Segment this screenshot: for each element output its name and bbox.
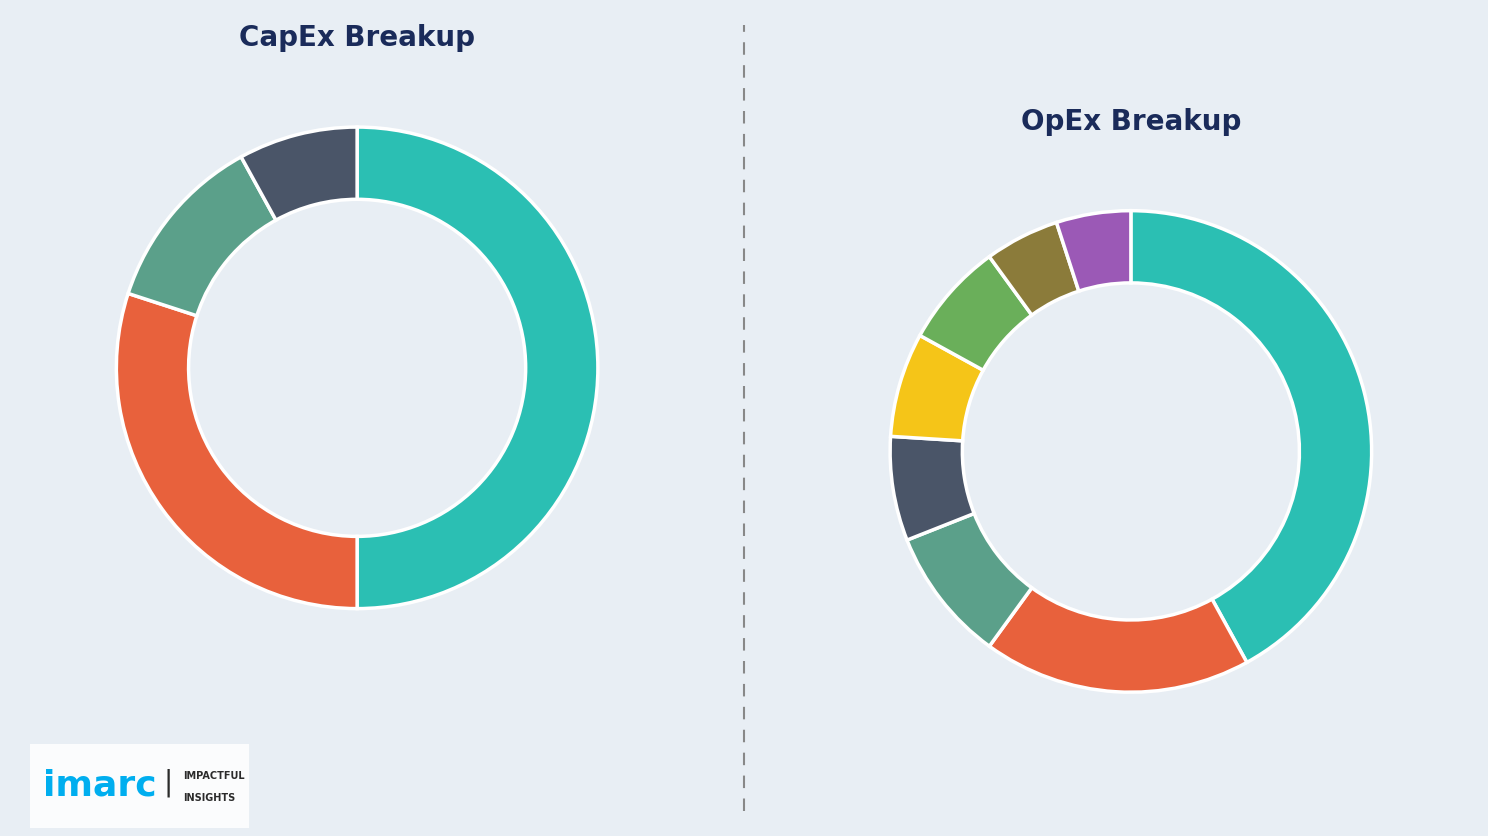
Wedge shape <box>890 436 975 540</box>
Wedge shape <box>116 293 357 609</box>
Wedge shape <box>908 513 1031 646</box>
Wedge shape <box>990 588 1247 692</box>
Wedge shape <box>128 157 275 316</box>
Text: imarc: imarc <box>43 769 156 803</box>
FancyBboxPatch shape <box>13 740 248 832</box>
Wedge shape <box>920 257 1031 370</box>
Wedge shape <box>891 335 984 441</box>
Wedge shape <box>241 127 357 220</box>
Title: CapEx Breakup: CapEx Breakup <box>240 24 475 52</box>
Text: |: | <box>164 768 173 797</box>
Text: IMPACTFUL: IMPACTFUL <box>183 771 246 781</box>
Wedge shape <box>1131 211 1372 662</box>
Wedge shape <box>357 127 598 609</box>
Text: INSIGHTS: INSIGHTS <box>183 793 237 803</box>
Wedge shape <box>990 222 1079 315</box>
Wedge shape <box>1056 211 1131 291</box>
Title: OpEx Breakup: OpEx Breakup <box>1021 108 1241 135</box>
